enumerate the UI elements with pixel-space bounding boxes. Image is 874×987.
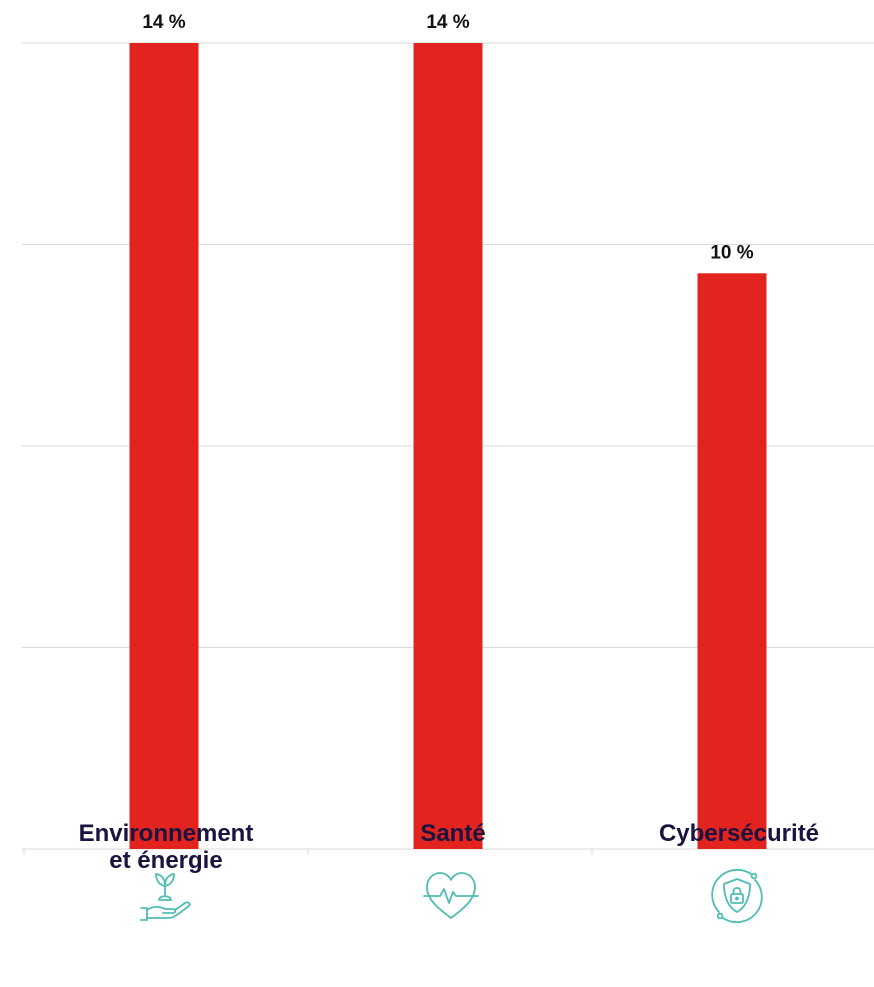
bar-value-label: 10 %	[710, 242, 753, 263]
category-label-line: et énergie	[109, 847, 223, 874]
bar	[697, 273, 767, 849]
x-axis	[23, 849, 593, 855]
category-label-line: Santé	[420, 820, 486, 847]
category-label-line: Cybersécurité	[658, 820, 820, 847]
category-label-line: Environnement	[78, 820, 254, 847]
bars	[129, 43, 767, 849]
category-label-sante: Santé	[323, 820, 583, 847]
value-labels: 14 % 14 % 10 %	[142, 12, 753, 263]
category-label-cybersecurite: Cybersécurité	[609, 820, 869, 847]
bar	[129, 43, 199, 849]
bar-value-label: 14 %	[142, 12, 185, 33]
bar	[413, 43, 483, 849]
category-label-environnement: Environnement et énergie	[36, 820, 296, 874]
heartbeat-icon	[423, 872, 479, 919]
bar-value-label: 14 %	[426, 12, 469, 33]
plant-in-hand-icon	[140, 873, 191, 921]
shield-lock-icon	[711, 868, 763, 924]
